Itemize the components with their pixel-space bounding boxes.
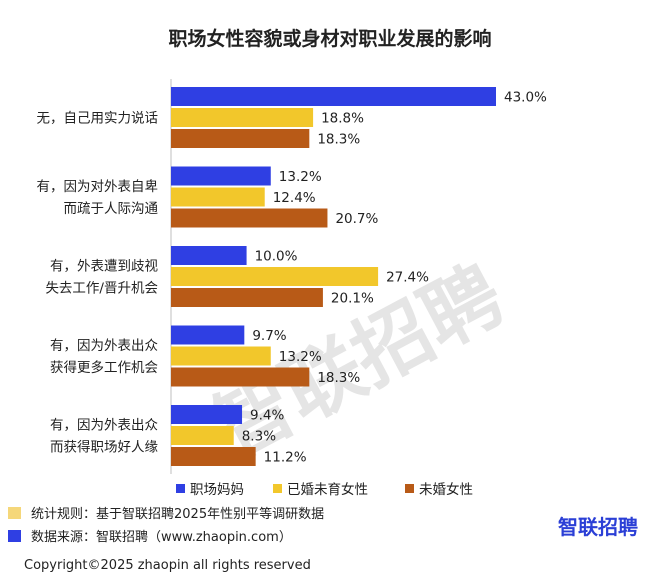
data-label: 18.3% xyxy=(317,132,360,148)
bar-1-1 xyxy=(171,87,496,106)
category-label: 无，自己用实力说话 xyxy=(37,111,159,127)
bar-2-3 xyxy=(171,267,379,286)
legend-swatch xyxy=(176,484,185,493)
data-label: 8.3% xyxy=(242,429,276,445)
bar-1-5 xyxy=(171,405,243,424)
footnote-marker-source xyxy=(8,530,21,542)
bar-2-2 xyxy=(171,187,265,207)
category-label: 有，因为对外表自卑 xyxy=(37,178,159,195)
data-label: 18.8% xyxy=(321,111,364,127)
copyright: Copyright©2025 zhaopin all rights reserv… xyxy=(24,558,311,573)
bar-3-4 xyxy=(171,367,310,387)
legend-swatch xyxy=(273,484,282,493)
category-label: 有，因为外表出众 xyxy=(50,418,158,434)
data-label: 13.2% xyxy=(279,169,322,185)
category-label: 失去工作/晋升机会 xyxy=(45,281,158,297)
footnotes: 统计规则：基于智联招聘2025年性别平等调研数据 数据来源：智联招聘（www.z… xyxy=(8,506,324,545)
footnote-marker-rule xyxy=(8,507,21,519)
data-label: 27.4% xyxy=(386,270,429,286)
data-label: 13.2% xyxy=(279,349,322,365)
legend: 职场妈妈 已婚未育女性 未婚女性 xyxy=(176,481,473,498)
bars-group: 43.0% 18.8% 18.3% 13.2% 12.4% 20.7% 10.0% 27.4%… xyxy=(171,87,547,466)
category-label: 而疏于人际沟通 xyxy=(64,201,159,217)
category-label: 有，因为外表出众 xyxy=(50,338,158,354)
footnote-source: 数据来源：智联招聘（www.zhaopin.com） xyxy=(31,530,292,545)
data-label: 12.4% xyxy=(273,190,316,206)
bar-2-4 xyxy=(171,346,271,366)
bar-3-5 xyxy=(171,447,256,466)
bar-1-3 xyxy=(171,246,247,265)
data-label: 11.2% xyxy=(264,450,307,466)
bar-2-1 xyxy=(171,108,314,127)
bar-3-1 xyxy=(171,129,310,148)
bar-2-5 xyxy=(171,426,234,445)
legend-label: 职场妈妈 xyxy=(190,482,244,498)
data-label: 10.0% xyxy=(255,249,298,265)
footnote-rule: 统计规则：基于智联招聘2025年性别平等调研数据 xyxy=(31,506,324,522)
legend-label: 未婚女性 xyxy=(419,481,473,498)
bar-3-2 xyxy=(171,208,328,228)
data-label: 20.7% xyxy=(335,211,378,227)
category-labels: 无，自己用实力说话有，因为对外表自卑而疏于人际沟通有，外表遭到歧视失去工作/晋升… xyxy=(37,111,159,456)
bar-3-3 xyxy=(171,288,323,307)
category-label: 获得更多工作机会 xyxy=(50,359,158,376)
data-label: 20.1% xyxy=(331,291,374,307)
data-label: 18.3% xyxy=(317,370,360,386)
zhaopin-logo: 智联招聘 xyxy=(558,515,638,539)
data-label: 9.7% xyxy=(252,328,286,344)
category-label: 有，外表遭到歧视 xyxy=(50,259,158,275)
category-label: 而获得职场好人缘 xyxy=(50,439,158,456)
legend-label: 已婚未育女性 xyxy=(287,481,368,498)
data-label: 9.4% xyxy=(250,408,284,424)
legend-swatch xyxy=(405,484,414,493)
data-label: 43.0% xyxy=(504,90,547,106)
chart-title: 职场女性容貌或身材对职业发展的影响 xyxy=(168,27,491,50)
bar-1-4 xyxy=(171,325,245,345)
bar-1-2 xyxy=(171,166,271,186)
